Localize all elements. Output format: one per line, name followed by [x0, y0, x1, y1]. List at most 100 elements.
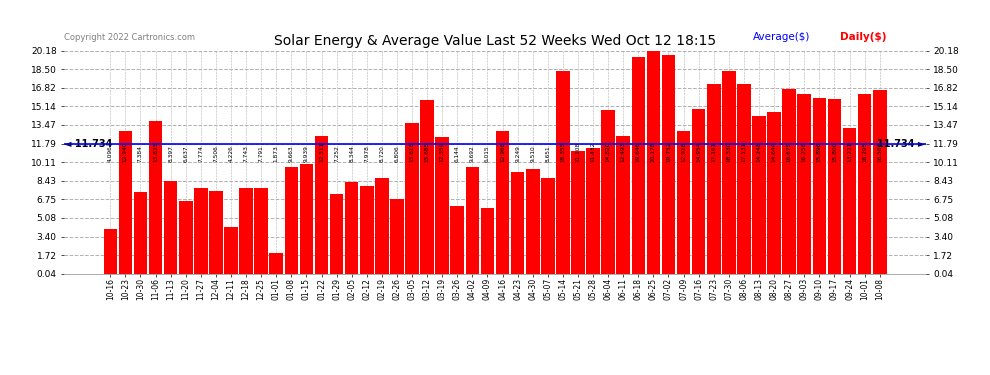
Text: 14.644: 14.644 — [771, 142, 776, 162]
Text: 9.249: 9.249 — [515, 146, 520, 162]
Bar — [873, 90, 886, 274]
Text: 11.734 ►: 11.734 ► — [877, 139, 926, 149]
Bar — [405, 123, 419, 274]
Text: 18.355: 18.355 — [560, 142, 565, 162]
Text: 6.806: 6.806 — [394, 146, 399, 162]
Text: 12.493: 12.493 — [621, 142, 626, 162]
Bar — [481, 207, 494, 274]
Bar — [692, 108, 706, 274]
Bar — [556, 71, 569, 274]
Bar — [240, 188, 252, 274]
Bar — [179, 201, 192, 274]
Text: 7.506: 7.506 — [214, 146, 219, 162]
Bar — [767, 112, 781, 274]
Bar — [330, 194, 344, 274]
Bar — [254, 188, 268, 274]
Bar — [842, 128, 856, 274]
Text: 4.226: 4.226 — [229, 146, 234, 162]
Text: 16.675: 16.675 — [787, 142, 792, 162]
Bar — [375, 178, 389, 274]
Text: 7.791: 7.791 — [258, 146, 263, 162]
Text: 11.108: 11.108 — [575, 142, 580, 162]
Text: 13.221: 13.221 — [847, 142, 852, 162]
Bar — [601, 110, 615, 274]
Text: 17.131: 17.131 — [742, 142, 746, 162]
Bar — [586, 147, 600, 274]
Bar — [571, 151, 585, 274]
Text: 17.161: 17.161 — [711, 142, 716, 162]
Bar — [104, 229, 117, 274]
Bar — [798, 94, 811, 274]
Text: 9.663: 9.663 — [289, 146, 294, 162]
Text: 7.384: 7.384 — [138, 146, 143, 162]
Bar — [722, 71, 736, 274]
Text: 19.752: 19.752 — [666, 142, 671, 162]
Text: 8.720: 8.720 — [379, 146, 384, 162]
Bar — [617, 136, 630, 274]
Text: 6.637: 6.637 — [183, 146, 188, 162]
Bar — [224, 227, 238, 274]
Text: Daily($): Daily($) — [840, 32, 886, 42]
Bar — [632, 57, 645, 274]
Text: 16.295: 16.295 — [862, 142, 867, 162]
Bar — [646, 51, 660, 274]
Text: 15.685: 15.685 — [425, 142, 430, 162]
Text: 11.432: 11.432 — [591, 142, 596, 162]
Bar — [752, 116, 766, 274]
Text: Average($): Average($) — [753, 32, 811, 42]
Bar — [782, 90, 796, 274]
Text: 16.588: 16.588 — [877, 142, 882, 162]
Text: 16.256: 16.256 — [802, 142, 807, 162]
Title: Solar Energy & Average Value Last 52 Weeks Wed Oct 12 18:15: Solar Energy & Average Value Last 52 Wee… — [274, 34, 716, 48]
Text: 20.178: 20.178 — [650, 142, 656, 162]
Bar — [345, 182, 358, 274]
Bar — [661, 56, 675, 274]
Bar — [164, 181, 177, 274]
Bar — [450, 206, 464, 274]
Bar — [677, 131, 690, 274]
Text: 1.873: 1.873 — [274, 146, 279, 162]
Text: 7.743: 7.743 — [244, 146, 248, 162]
Text: 13.825: 13.825 — [153, 142, 158, 162]
Bar — [119, 131, 132, 274]
Bar — [315, 136, 329, 274]
Text: 8.397: 8.397 — [168, 146, 173, 162]
Text: 19.646: 19.646 — [636, 142, 641, 162]
Text: 13.615: 13.615 — [410, 142, 415, 162]
Text: 12.940: 12.940 — [123, 142, 128, 162]
Bar — [858, 94, 871, 274]
Text: 12.511: 12.511 — [319, 142, 324, 162]
Text: 15.800: 15.800 — [832, 142, 837, 162]
Text: 7.774: 7.774 — [198, 146, 203, 162]
Text: 6.144: 6.144 — [454, 146, 459, 162]
Text: 8.344: 8.344 — [349, 146, 354, 162]
Bar — [390, 199, 404, 274]
Bar — [209, 191, 223, 274]
Bar — [269, 254, 283, 274]
Bar — [284, 167, 298, 274]
Text: 7.978: 7.978 — [364, 146, 369, 162]
Bar — [828, 99, 842, 274]
Text: 14.820: 14.820 — [606, 142, 611, 162]
Text: 12.359: 12.359 — [440, 142, 445, 162]
Text: 9.510: 9.510 — [531, 146, 536, 162]
Bar — [541, 178, 554, 274]
Text: 15.896: 15.896 — [817, 142, 822, 162]
Bar — [360, 186, 373, 274]
Bar — [511, 172, 525, 274]
Bar — [813, 98, 826, 274]
Bar — [496, 130, 509, 274]
Text: ◄ 11.734: ◄ 11.734 — [64, 139, 113, 149]
Bar — [707, 84, 721, 274]
Text: 18.330: 18.330 — [727, 142, 732, 162]
Text: 4.096: 4.096 — [108, 146, 113, 162]
Bar — [738, 84, 750, 274]
Text: Copyright 2022 Cartronics.com: Copyright 2022 Cartronics.com — [64, 33, 195, 42]
Text: 7.252: 7.252 — [334, 146, 340, 162]
Bar — [134, 192, 148, 274]
Bar — [194, 188, 208, 274]
Text: 14.248: 14.248 — [756, 142, 761, 162]
Bar — [300, 164, 313, 274]
Text: 6.015: 6.015 — [485, 146, 490, 162]
Text: 9.939: 9.939 — [304, 146, 309, 162]
